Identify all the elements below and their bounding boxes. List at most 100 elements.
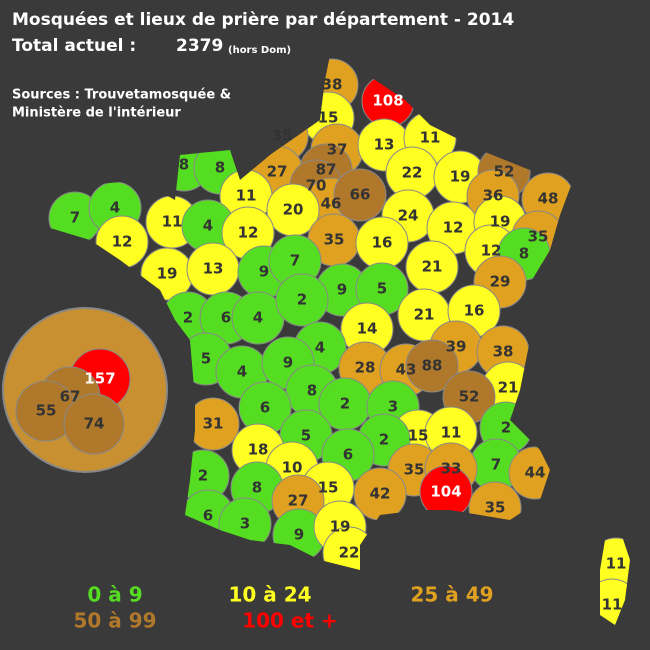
department-value: 27 — [267, 163, 288, 181]
department-value: 8 — [179, 156, 189, 174]
department-value: 6 — [221, 309, 231, 327]
legend-label: 0 à 9 — [87, 583, 142, 607]
department-value: 7 — [290, 252, 300, 270]
department-value: 5 — [301, 427, 311, 445]
total: 2379 — [176, 36, 223, 56]
department-value: 5 — [201, 350, 211, 368]
department-value: 21 — [498, 379, 519, 397]
department-value: 22 — [339, 544, 360, 562]
department-value: 2 — [340, 395, 350, 413]
department-value: 27 — [288, 492, 309, 510]
department-value: 31 — [203, 415, 224, 433]
department-value: 16 — [464, 302, 485, 320]
department-value: 8 — [215, 159, 225, 177]
department-value: 29 — [490, 273, 511, 291]
department-value: 48 — [538, 190, 559, 208]
department-value: 9 — [337, 281, 347, 299]
department-value: 11 — [441, 424, 462, 442]
department-value: 42 — [370, 485, 391, 503]
sources: Sources : Trouvetamosquée & — [12, 88, 231, 103]
department — [405, 339, 459, 393]
department — [63, 393, 125, 455]
department-value: 38 — [493, 343, 514, 361]
department-value: 108 — [372, 92, 403, 110]
department-value: 15 — [408, 427, 429, 445]
department-value: 87 — [316, 161, 337, 179]
department-value: 6 — [260, 399, 270, 417]
department-value: 22 — [402, 164, 423, 182]
department-value: 52 — [459, 388, 480, 406]
department-value: 19 — [490, 213, 511, 231]
department-value: 13 — [203, 260, 224, 278]
department-value: 67 — [60, 388, 81, 406]
department-value: 12 — [238, 224, 259, 242]
department-value: 11 — [602, 596, 623, 614]
legend-label: 50 à 99 — [73, 609, 156, 633]
department-value: 19 — [330, 518, 351, 536]
department-value: 19 — [450, 168, 471, 186]
department-value: 13 — [374, 136, 395, 154]
department-value: 88 — [422, 357, 443, 375]
department-value: 11 — [420, 129, 441, 147]
department-value: 70 — [306, 177, 327, 195]
department-value: 9 — [259, 263, 269, 281]
department-value: 2 — [379, 431, 389, 449]
department-value: 28 — [355, 359, 376, 377]
department-value: 8 — [307, 382, 317, 400]
department-value: 6 — [343, 446, 353, 464]
legend-label: 25 à 49 — [410, 583, 493, 607]
department-value: 11 — [236, 187, 257, 205]
department-value: 5 — [377, 280, 387, 298]
department-value: 4 — [315, 339, 325, 357]
department-value: 8 — [252, 479, 262, 497]
department-value: 52 — [494, 163, 515, 181]
department-value: 46 — [321, 195, 342, 213]
department-value: 12 — [443, 219, 464, 237]
department — [333, 168, 387, 222]
department-value: 14 — [357, 320, 378, 338]
department-value: 35 — [528, 228, 549, 246]
department-value: 4 — [253, 309, 263, 327]
paris-inset-map — [15, 348, 131, 455]
department-value: 18 — [248, 441, 269, 459]
department-value: 7 — [70, 209, 80, 227]
legend-label: 10 à 24 — [228, 583, 311, 607]
department-value: 4 — [237, 363, 247, 381]
department-value: 33 — [441, 460, 462, 478]
department-value: 74 — [84, 415, 105, 433]
department-value: 38 — [322, 76, 343, 94]
department-value: 12 — [112, 233, 133, 251]
department-value: 55 — [36, 402, 57, 420]
department-value: 2 — [501, 419, 511, 437]
title: Mosquées et lieux de prière par départem… — [12, 10, 514, 30]
department-value: 43 — [396, 361, 417, 379]
department-value: 35 — [324, 231, 345, 249]
department-value: 2 — [297, 291, 307, 309]
department-value: 4 — [203, 217, 213, 235]
department-value: 35 — [485, 499, 506, 517]
department — [275, 273, 329, 327]
department-value: 10 — [282, 459, 303, 477]
department-value: 35 — [404, 461, 425, 479]
total-note: (hors Dom) — [228, 45, 291, 56]
department-value: 11 — [162, 213, 183, 231]
department-value: 8 — [519, 245, 529, 263]
department-value: 157 — [84, 370, 115, 388]
department-value: 4 — [110, 199, 120, 217]
department-value: 6 — [203, 507, 213, 525]
department-value: 39 — [446, 338, 467, 356]
department-value: 20 — [283, 201, 304, 219]
department-value: 9 — [283, 354, 293, 372]
department-value: 36 — [483, 187, 504, 205]
department-value: 12 — [481, 242, 502, 260]
department-value: 37 — [327, 141, 348, 159]
department-value: 66 — [350, 186, 371, 204]
department-value: 19 — [157, 265, 178, 283]
department-value: 11 — [606, 555, 627, 573]
legend-label: 100 et + — [242, 609, 338, 633]
department-value: 15 — [318, 479, 339, 497]
department-value: 21 — [414, 306, 435, 324]
department-value: 3 — [388, 398, 398, 416]
